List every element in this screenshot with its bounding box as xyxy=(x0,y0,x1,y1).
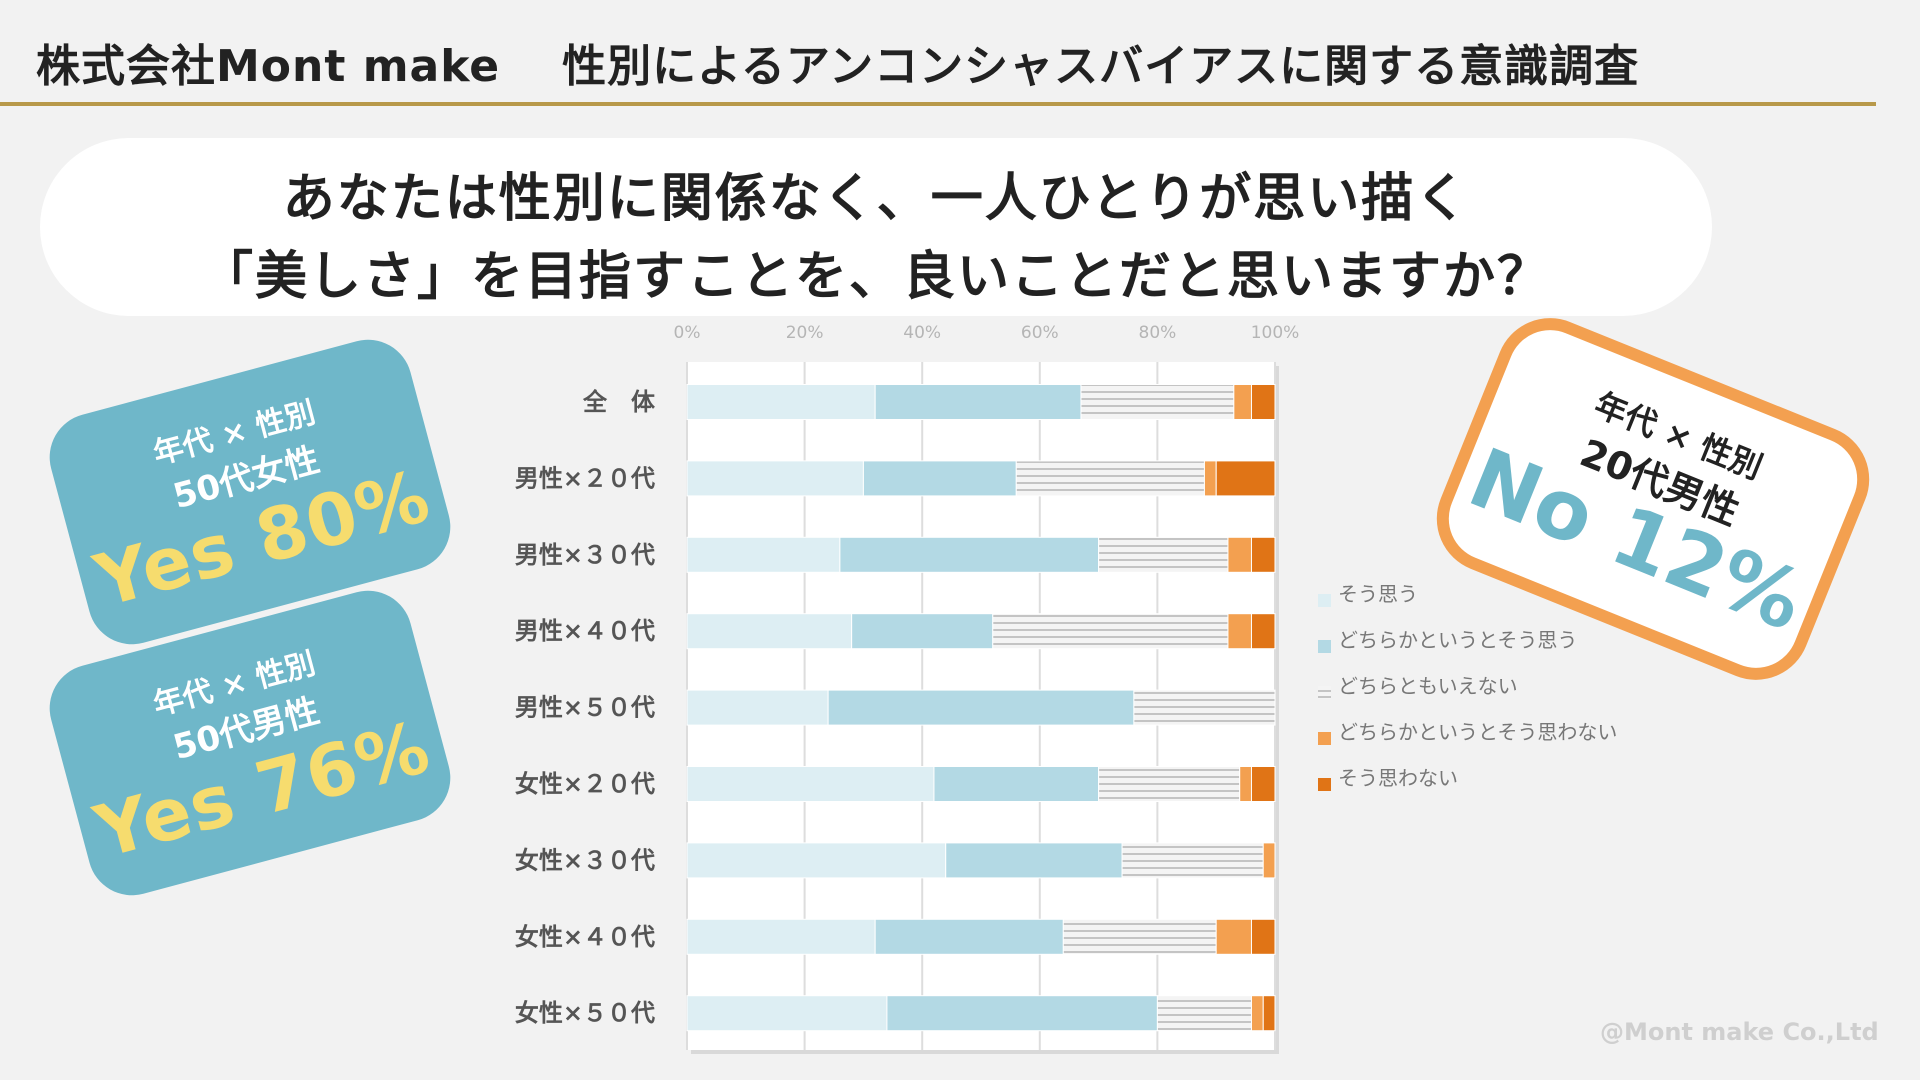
bar-segment xyxy=(1062,918,1217,955)
bar-segment xyxy=(1215,460,1276,497)
question-box: あなたは性別に関係なく、一人ひとりが思い描く 「美しさ」を目指すことを、良いこと… xyxy=(40,138,1712,316)
company-name: 株式会社Mont make xyxy=(36,41,501,92)
chart-canvas: 0% 20% 40% 60% 80% 100% 全 体男性×２０代男性×３０代男性×４０代男… xyxy=(515,323,1300,1054)
bar-segment xyxy=(1098,766,1241,802)
bar-segment xyxy=(1262,842,1276,879)
category-label: 男性×５０代 xyxy=(515,694,655,722)
legend-label: そう思わない xyxy=(1338,766,1458,790)
bar-segment xyxy=(686,536,841,573)
bar-segment xyxy=(1250,613,1276,650)
bar-segment xyxy=(1250,384,1276,420)
bar-segment xyxy=(874,918,1064,955)
bar-segment xyxy=(686,842,947,879)
bar-segment xyxy=(945,842,1123,879)
x-tick-label: 0% xyxy=(674,323,701,343)
question-line-1: あなたは性別に関係なく、一人ひとりが思い描く xyxy=(282,169,1470,229)
bar-segment xyxy=(686,995,888,1032)
category-label: 男性×２０代 xyxy=(515,464,655,492)
bar-segment xyxy=(1227,536,1252,573)
bar-segment xyxy=(827,689,1135,726)
legend-swatch xyxy=(1318,778,1331,791)
bar-segment xyxy=(1121,842,1264,879)
bar-segment xyxy=(1227,613,1252,650)
header: 株式会社Mont make 性別によるアンコンシャスバイアスに関する意識調査 xyxy=(0,0,1920,106)
bar-segment xyxy=(686,766,935,802)
legend-swatch xyxy=(1318,640,1331,653)
category-label: 女性×３０代 xyxy=(515,846,655,874)
bar-segment xyxy=(839,536,1100,573)
bar-segment xyxy=(992,613,1229,650)
bar-segment xyxy=(1098,536,1229,573)
bar-segment xyxy=(1250,918,1276,955)
bar-segment xyxy=(1156,995,1252,1032)
copyright: @Mont make Co.,Ltd xyxy=(1600,1018,1879,1046)
stacked-bar-chart: 0% 20% 40% 60% 80% 100% 全 体男性×２０代 男性×３０代 男性×４０代男… xyxy=(470,316,1330,1056)
bar-segment xyxy=(686,384,876,420)
bar-segment xyxy=(862,460,1017,497)
bar-segment xyxy=(933,766,1100,802)
category-label: 女性×５０代 xyxy=(515,999,655,1027)
bar-segment xyxy=(886,995,1158,1032)
bar-segment xyxy=(1080,384,1235,420)
legend-swatch xyxy=(1318,686,1331,699)
bar-segment xyxy=(1250,995,1264,1032)
x-tick-label: 100% xyxy=(1251,323,1300,343)
legend-label: どちらかというとそう思う xyxy=(1338,628,1578,652)
header-divider xyxy=(0,102,1876,106)
bar-segment xyxy=(1250,536,1276,573)
bar-segment xyxy=(851,613,994,650)
category-label: 女性×４０代 xyxy=(515,923,655,951)
bar-segment xyxy=(1239,766,1252,802)
x-tick-label: 80% xyxy=(1139,323,1177,343)
legend-label: どちらともいえない xyxy=(1338,674,1518,698)
legend-label: そう思う xyxy=(1338,582,1418,606)
legend-swatch xyxy=(1318,732,1331,745)
bar-segment xyxy=(1133,689,1276,726)
category-label: 男性×３０代 xyxy=(515,541,655,569)
bar-segment xyxy=(1250,766,1276,802)
bar-segment xyxy=(686,918,876,955)
bar-segment xyxy=(1262,995,1276,1032)
question-line-2: 「美しさ」を目指すことを、良いことだと思いますか？ xyxy=(200,247,1551,307)
bar-segment xyxy=(1233,384,1252,420)
x-tick-label: 20% xyxy=(786,323,824,343)
bar-segment xyxy=(686,689,829,726)
x-tick-label: 40% xyxy=(903,323,941,343)
category-label: 女性×２０代 xyxy=(515,770,655,798)
bar-segment xyxy=(1203,460,1217,497)
category-label: 全 体 xyxy=(582,388,656,416)
legend-swatch xyxy=(1318,594,1331,607)
x-tick-label: 60% xyxy=(1021,323,1059,343)
category-label: 男性×４０代 xyxy=(515,617,655,645)
bar-segment xyxy=(686,613,853,650)
bar-segment xyxy=(1215,918,1252,955)
legend-label: どちらかというとそう思わない xyxy=(1338,720,1618,744)
bar-segment xyxy=(1015,460,1205,497)
survey-title: 性別によるアンコンシャスバイアスに関する意識調査 xyxy=(562,41,1640,92)
bar-segment xyxy=(686,460,864,497)
bar-segment xyxy=(874,384,1082,420)
header-title: 株式会社Mont make 性別によるアンコンシャスバイアスに関する意識調査 xyxy=(36,30,1639,94)
